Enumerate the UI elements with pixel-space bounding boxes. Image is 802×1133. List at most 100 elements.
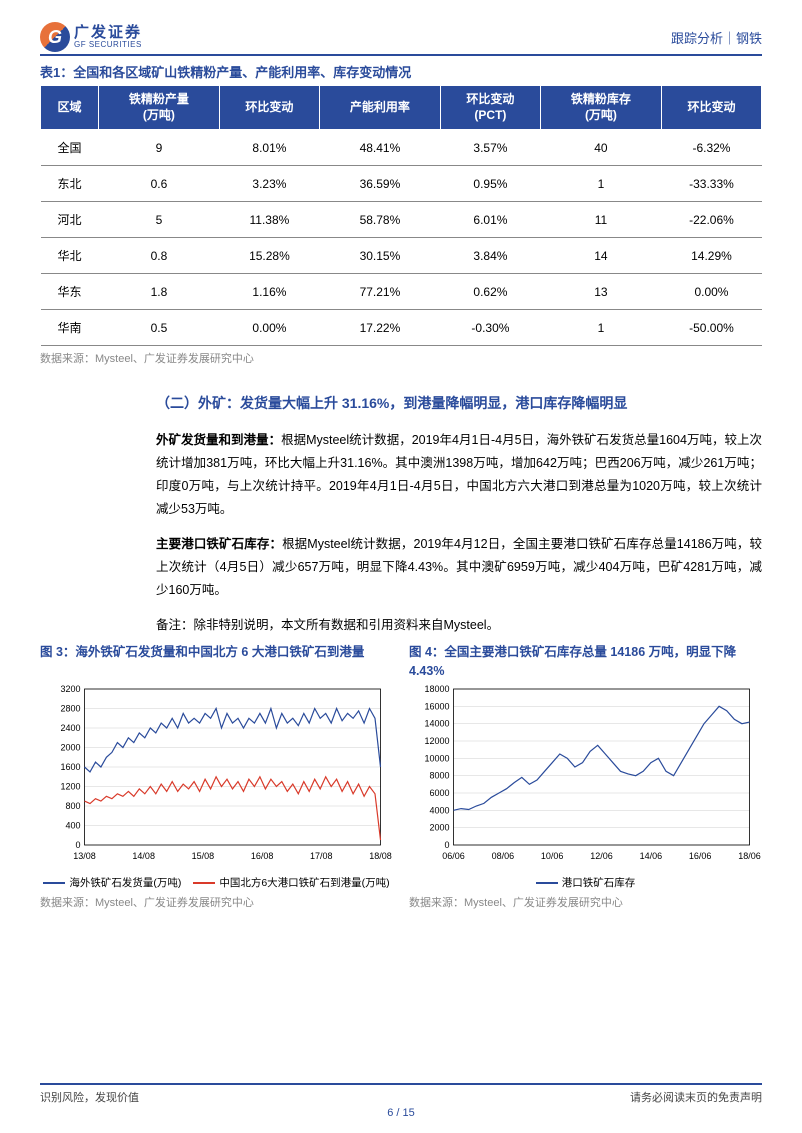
table-cell: 14 — [540, 238, 661, 274]
svg-text:18/08: 18/08 — [369, 851, 392, 861]
table-cell: 0.8 — [98, 238, 219, 274]
svg-text:18/06: 18/06 — [738, 851, 761, 861]
table-cell: 36.59% — [319, 166, 440, 202]
table-cell: 13 — [540, 274, 661, 310]
svg-text:17/08: 17/08 — [310, 851, 333, 861]
svg-text:15/08: 15/08 — [192, 851, 215, 861]
svg-text:1600: 1600 — [60, 762, 80, 772]
table-row: 东北0.63.23%36.59%0.95%1-33.33% — [41, 166, 762, 202]
table1-header-cell: 铁精粉产量(万吨) — [98, 86, 219, 130]
table-cell: 1.16% — [219, 274, 319, 310]
chart4-legend: 港口铁矿石库存 — [409, 875, 762, 890]
table-cell: 5 — [98, 202, 219, 238]
table-cell: 3.23% — [219, 166, 319, 202]
table1-header-cell: 产能利用率 — [319, 86, 440, 130]
table1-title: 表1：全国和各区域矿山铁精粉产量、产能利用率、库存变动情况 — [40, 62, 762, 81]
table-cell: 58.78% — [319, 202, 440, 238]
legend-item: 中国北方6大港口铁矿石到港量(万吨) — [193, 875, 389, 890]
table-cell: 77.21% — [319, 274, 440, 310]
svg-text:16000: 16000 — [424, 702, 449, 712]
legend-item: 港口铁矿石库存 — [536, 875, 636, 890]
svg-text:2800: 2800 — [60, 704, 80, 714]
table-cell: 华南 — [41, 310, 99, 346]
table1-header-cell: 环比变动 — [661, 86, 761, 130]
svg-text:12000: 12000 — [424, 736, 449, 746]
table-row: 河北511.38%58.78%6.01%11-22.06% — [41, 202, 762, 238]
table1-source: 数据来源：Mysteel、广发证券发展研究中心 — [40, 350, 762, 366]
table-row: 华东1.81.16%77.21%0.62%130.00% — [41, 274, 762, 310]
table-cell: -0.30% — [440, 310, 540, 346]
svg-text:10000: 10000 — [424, 754, 449, 764]
svg-text:800: 800 — [65, 801, 80, 811]
table-cell: 0.00% — [219, 310, 319, 346]
paragraph-2: 主要港口铁矿石库存：根据Mysteel统计数据，2019年4月12日，全国主要港… — [156, 533, 762, 602]
svg-text:400: 400 — [65, 821, 80, 831]
table-cell: 14.29% — [661, 238, 761, 274]
table-cell: 0.62% — [440, 274, 540, 310]
svg-text:2400: 2400 — [60, 723, 80, 733]
table-cell: 1 — [540, 310, 661, 346]
svg-text:14/06: 14/06 — [640, 851, 663, 861]
paragraph-1: 外矿发货量和到港量：根据Mysteel统计数据，2019年4月1日-4月5日，海… — [156, 429, 762, 522]
table-cell: 48.41% — [319, 130, 440, 166]
svg-text:13/08: 13/08 — [73, 851, 96, 861]
table-cell: 1.8 — [98, 274, 219, 310]
table-cell: -22.06% — [661, 202, 761, 238]
table-cell: 40 — [540, 130, 661, 166]
table1-header-cell: 区域 — [41, 86, 99, 130]
table-row: 全国98.01%48.41%3.57%40-6.32% — [41, 130, 762, 166]
table-cell: -6.32% — [661, 130, 761, 166]
svg-text:08/06: 08/06 — [492, 851, 515, 861]
chart3-source: 数据来源：Mysteel、广发证券发展研究中心 — [40, 894, 393, 910]
legend-item: 海外铁矿石发货量(万吨) — [43, 875, 181, 890]
svg-text:16/08: 16/08 — [251, 851, 274, 861]
chart3-title: 图 3：海外铁矿石发货量和中国北方 6 大港口铁矿石到港量 — [40, 643, 393, 683]
chart4: 0200040006000800010000120001400016000180… — [409, 683, 762, 873]
table-cell: 6.01% — [440, 202, 540, 238]
table-cell: -50.00% — [661, 310, 761, 346]
table-cell: 华东 — [41, 274, 99, 310]
table-row: 华南0.50.00%17.22%-0.30%1-50.00% — [41, 310, 762, 346]
footer-left: 识别风险，发现价值 — [40, 1089, 139, 1105]
page-header: G 广发证券 GF SECURITIES 跟踪分析｜钢铁 — [40, 22, 762, 52]
table-cell: 0.00% — [661, 274, 761, 310]
svg-text:14/08: 14/08 — [132, 851, 155, 861]
table-cell: 全国 — [41, 130, 99, 166]
table-cell: 华北 — [41, 238, 99, 274]
table-cell: 3.57% — [440, 130, 540, 166]
svg-text:8000: 8000 — [429, 771, 449, 781]
svg-text:16/06: 16/06 — [689, 851, 712, 861]
svg-text:4000: 4000 — [429, 806, 449, 816]
svg-text:06/06: 06/06 — [442, 851, 465, 861]
logo: G 广发证券 GF SECURITIES — [40, 22, 142, 52]
table-cell: 11.38% — [219, 202, 319, 238]
table-cell: -33.33% — [661, 166, 761, 202]
svg-text:2000: 2000 — [60, 743, 80, 753]
table-cell: 9 — [98, 130, 219, 166]
table-cell: 河北 — [41, 202, 99, 238]
chart3-legend: 海外铁矿石发货量(万吨) 中国北方6大港口铁矿石到港量(万吨) — [40, 875, 393, 890]
table1-header-cell: 铁精粉库存(万吨) — [540, 86, 661, 130]
table-cell: 0.6 — [98, 166, 219, 202]
table1-header-cell: 环比变动 — [219, 86, 319, 130]
chart3: 040080012001600200024002800320013/0814/0… — [40, 683, 393, 873]
table1: 区域铁精粉产量(万吨)环比变动产能利用率环比变动(PCT)铁精粉库存(万吨)环比… — [40, 85, 762, 346]
para2-label: 主要港口铁矿石库存： — [156, 537, 282, 551]
svg-text:3200: 3200 — [60, 684, 80, 694]
table-cell: 15.28% — [219, 238, 319, 274]
table-cell: 0.5 — [98, 310, 219, 346]
chart4-title: 图 4：全国主要港口铁矿石库存总量 14186 万吨，明显下降 4.43% — [409, 643, 762, 683]
table-cell: 1 — [540, 166, 661, 202]
table-cell: 3.84% — [440, 238, 540, 274]
svg-text:12/06: 12/06 — [590, 851, 613, 861]
svg-text:2000: 2000 — [429, 823, 449, 833]
logo-mark-icon: G — [40, 22, 70, 52]
section-heading: （二）外矿：发货量大幅上升 31.16%，到港量降幅明显，港口库存降幅明显 — [156, 392, 762, 414]
table-cell: 17.22% — [319, 310, 440, 346]
table-cell: 30.15% — [319, 238, 440, 274]
svg-text:6000: 6000 — [429, 788, 449, 798]
table1-header-cell: 环比变动(PCT) — [440, 86, 540, 130]
logo-en: GF SECURITIES — [74, 41, 142, 49]
footer-right: 请务必阅读末页的免责声明 — [630, 1089, 762, 1105]
page-number: 6 / 15 — [40, 1107, 762, 1119]
